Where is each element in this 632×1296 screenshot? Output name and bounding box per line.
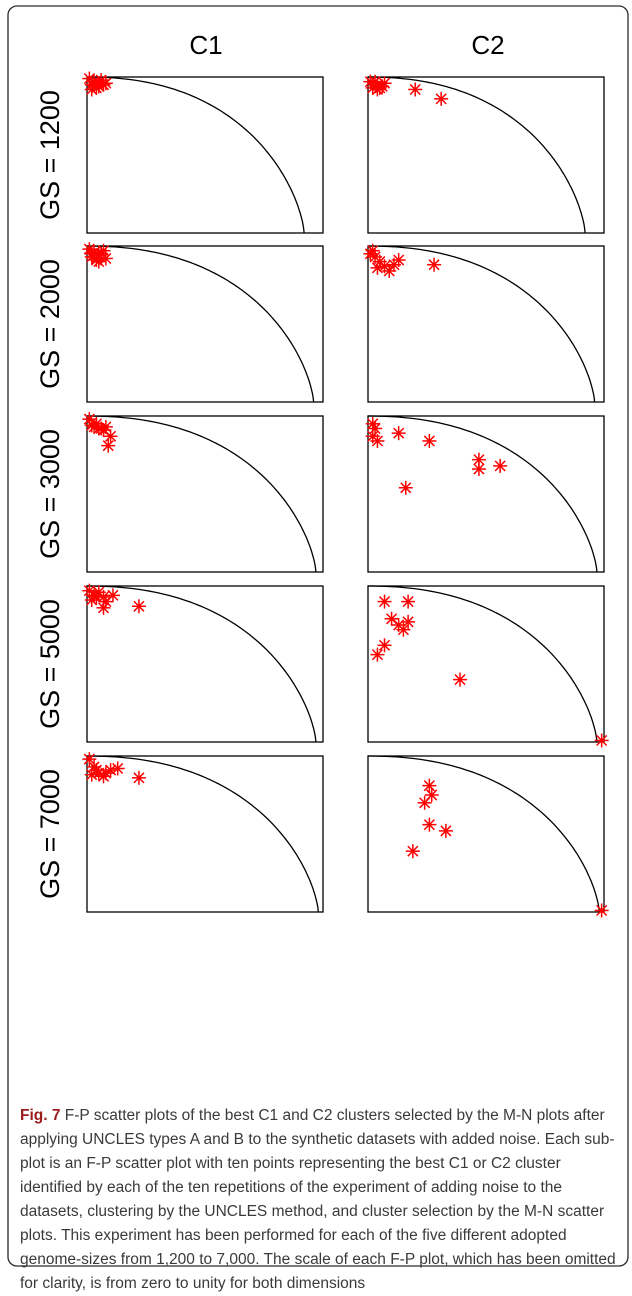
data-point <box>96 769 111 784</box>
reference-curve <box>87 585 317 743</box>
data-point <box>401 594 416 609</box>
scatter-panel <box>363 243 605 403</box>
panel-frame <box>86 585 324 743</box>
row-labels: GS = 1200 GS = 2000 GS = 3000 GS = 5000 GS =… <box>35 90 65 899</box>
data-point <box>96 600 111 615</box>
reference-curve <box>368 585 598 743</box>
data-point <box>391 426 406 441</box>
data-point <box>453 672 468 687</box>
figure-caption: Fig. 7 F-P scatter plots of the best C1 … <box>20 1104 622 1296</box>
data-point <box>427 257 442 272</box>
scatter-panel <box>82 752 324 913</box>
data-point <box>401 614 416 629</box>
scatter-panel <box>82 71 324 234</box>
row-label: GS = 5000 <box>35 599 65 729</box>
data-point <box>493 458 508 473</box>
data-point <box>370 260 385 275</box>
data-point <box>370 433 385 448</box>
data-point <box>84 418 99 433</box>
panel-frame <box>86 76 324 234</box>
data-point <box>405 844 420 859</box>
data-point <box>91 254 106 269</box>
data-point <box>398 480 413 495</box>
data-point <box>370 82 385 97</box>
data-point <box>377 638 392 653</box>
data-point <box>131 599 146 614</box>
panel-frame <box>86 755 324 913</box>
reference-curve <box>368 76 586 234</box>
data-point <box>94 421 109 436</box>
scatter-panel <box>365 415 605 573</box>
reference-curve <box>368 245 596 403</box>
data-point <box>377 594 392 609</box>
column-header-c1: C1 <box>189 30 222 60</box>
scatter-panel <box>367 755 609 918</box>
data-point <box>377 76 392 91</box>
reference-curve <box>87 755 319 913</box>
panel-frame <box>86 245 324 403</box>
data-point <box>434 91 449 106</box>
data-point <box>105 588 120 603</box>
row-label: GS = 3000 <box>35 429 65 559</box>
data-point <box>594 903 609 918</box>
row-label: GS = 2000 <box>35 259 65 389</box>
data-point <box>417 795 432 810</box>
panel-frame <box>367 755 605 913</box>
data-point <box>471 462 486 477</box>
data-point <box>396 622 411 637</box>
row-label: GS = 1200 <box>35 90 65 220</box>
data-point <box>103 429 118 444</box>
data-point <box>101 438 116 453</box>
data-point <box>365 243 380 258</box>
caption-text: F-P scatter plots of the best C1 and C2 … <box>20 1107 616 1292</box>
reference-curve <box>368 415 598 573</box>
data-point <box>422 433 437 448</box>
figure-border <box>7 5 629 1267</box>
scatter-panel <box>82 242 324 403</box>
caption-label: Fig. 7 <box>20 1107 61 1124</box>
data-point <box>370 647 385 662</box>
data-point <box>408 82 423 97</box>
data-point <box>82 752 97 767</box>
data-point <box>438 823 453 838</box>
data-point <box>89 589 104 604</box>
scatter-panel <box>82 412 324 573</box>
data-point <box>594 733 609 748</box>
data-point <box>110 761 125 776</box>
column-header-c2: C2 <box>471 30 504 60</box>
row-label: GS = 7000 <box>35 769 65 899</box>
data-point <box>131 770 146 785</box>
panel-frame <box>367 245 605 403</box>
data-point <box>391 253 406 268</box>
data-point <box>84 246 99 261</box>
scatter-panel <box>367 585 609 748</box>
scatter-panel <box>82 583 324 743</box>
data-point <box>422 778 437 793</box>
data-point <box>91 79 106 94</box>
data-point <box>424 788 439 802</box>
reference-curve <box>87 245 315 403</box>
panel-frame <box>367 585 605 743</box>
scatter-panel <box>363 74 605 234</box>
panel-frame <box>367 76 605 234</box>
reference-curve <box>87 76 305 234</box>
reference-curve <box>368 755 600 913</box>
data-point <box>96 243 111 258</box>
data-point <box>422 817 437 832</box>
panel-frame <box>367 415 605 573</box>
panels <box>82 71 609 918</box>
panel-frame <box>86 415 324 573</box>
reference-curve <box>87 415 317 573</box>
